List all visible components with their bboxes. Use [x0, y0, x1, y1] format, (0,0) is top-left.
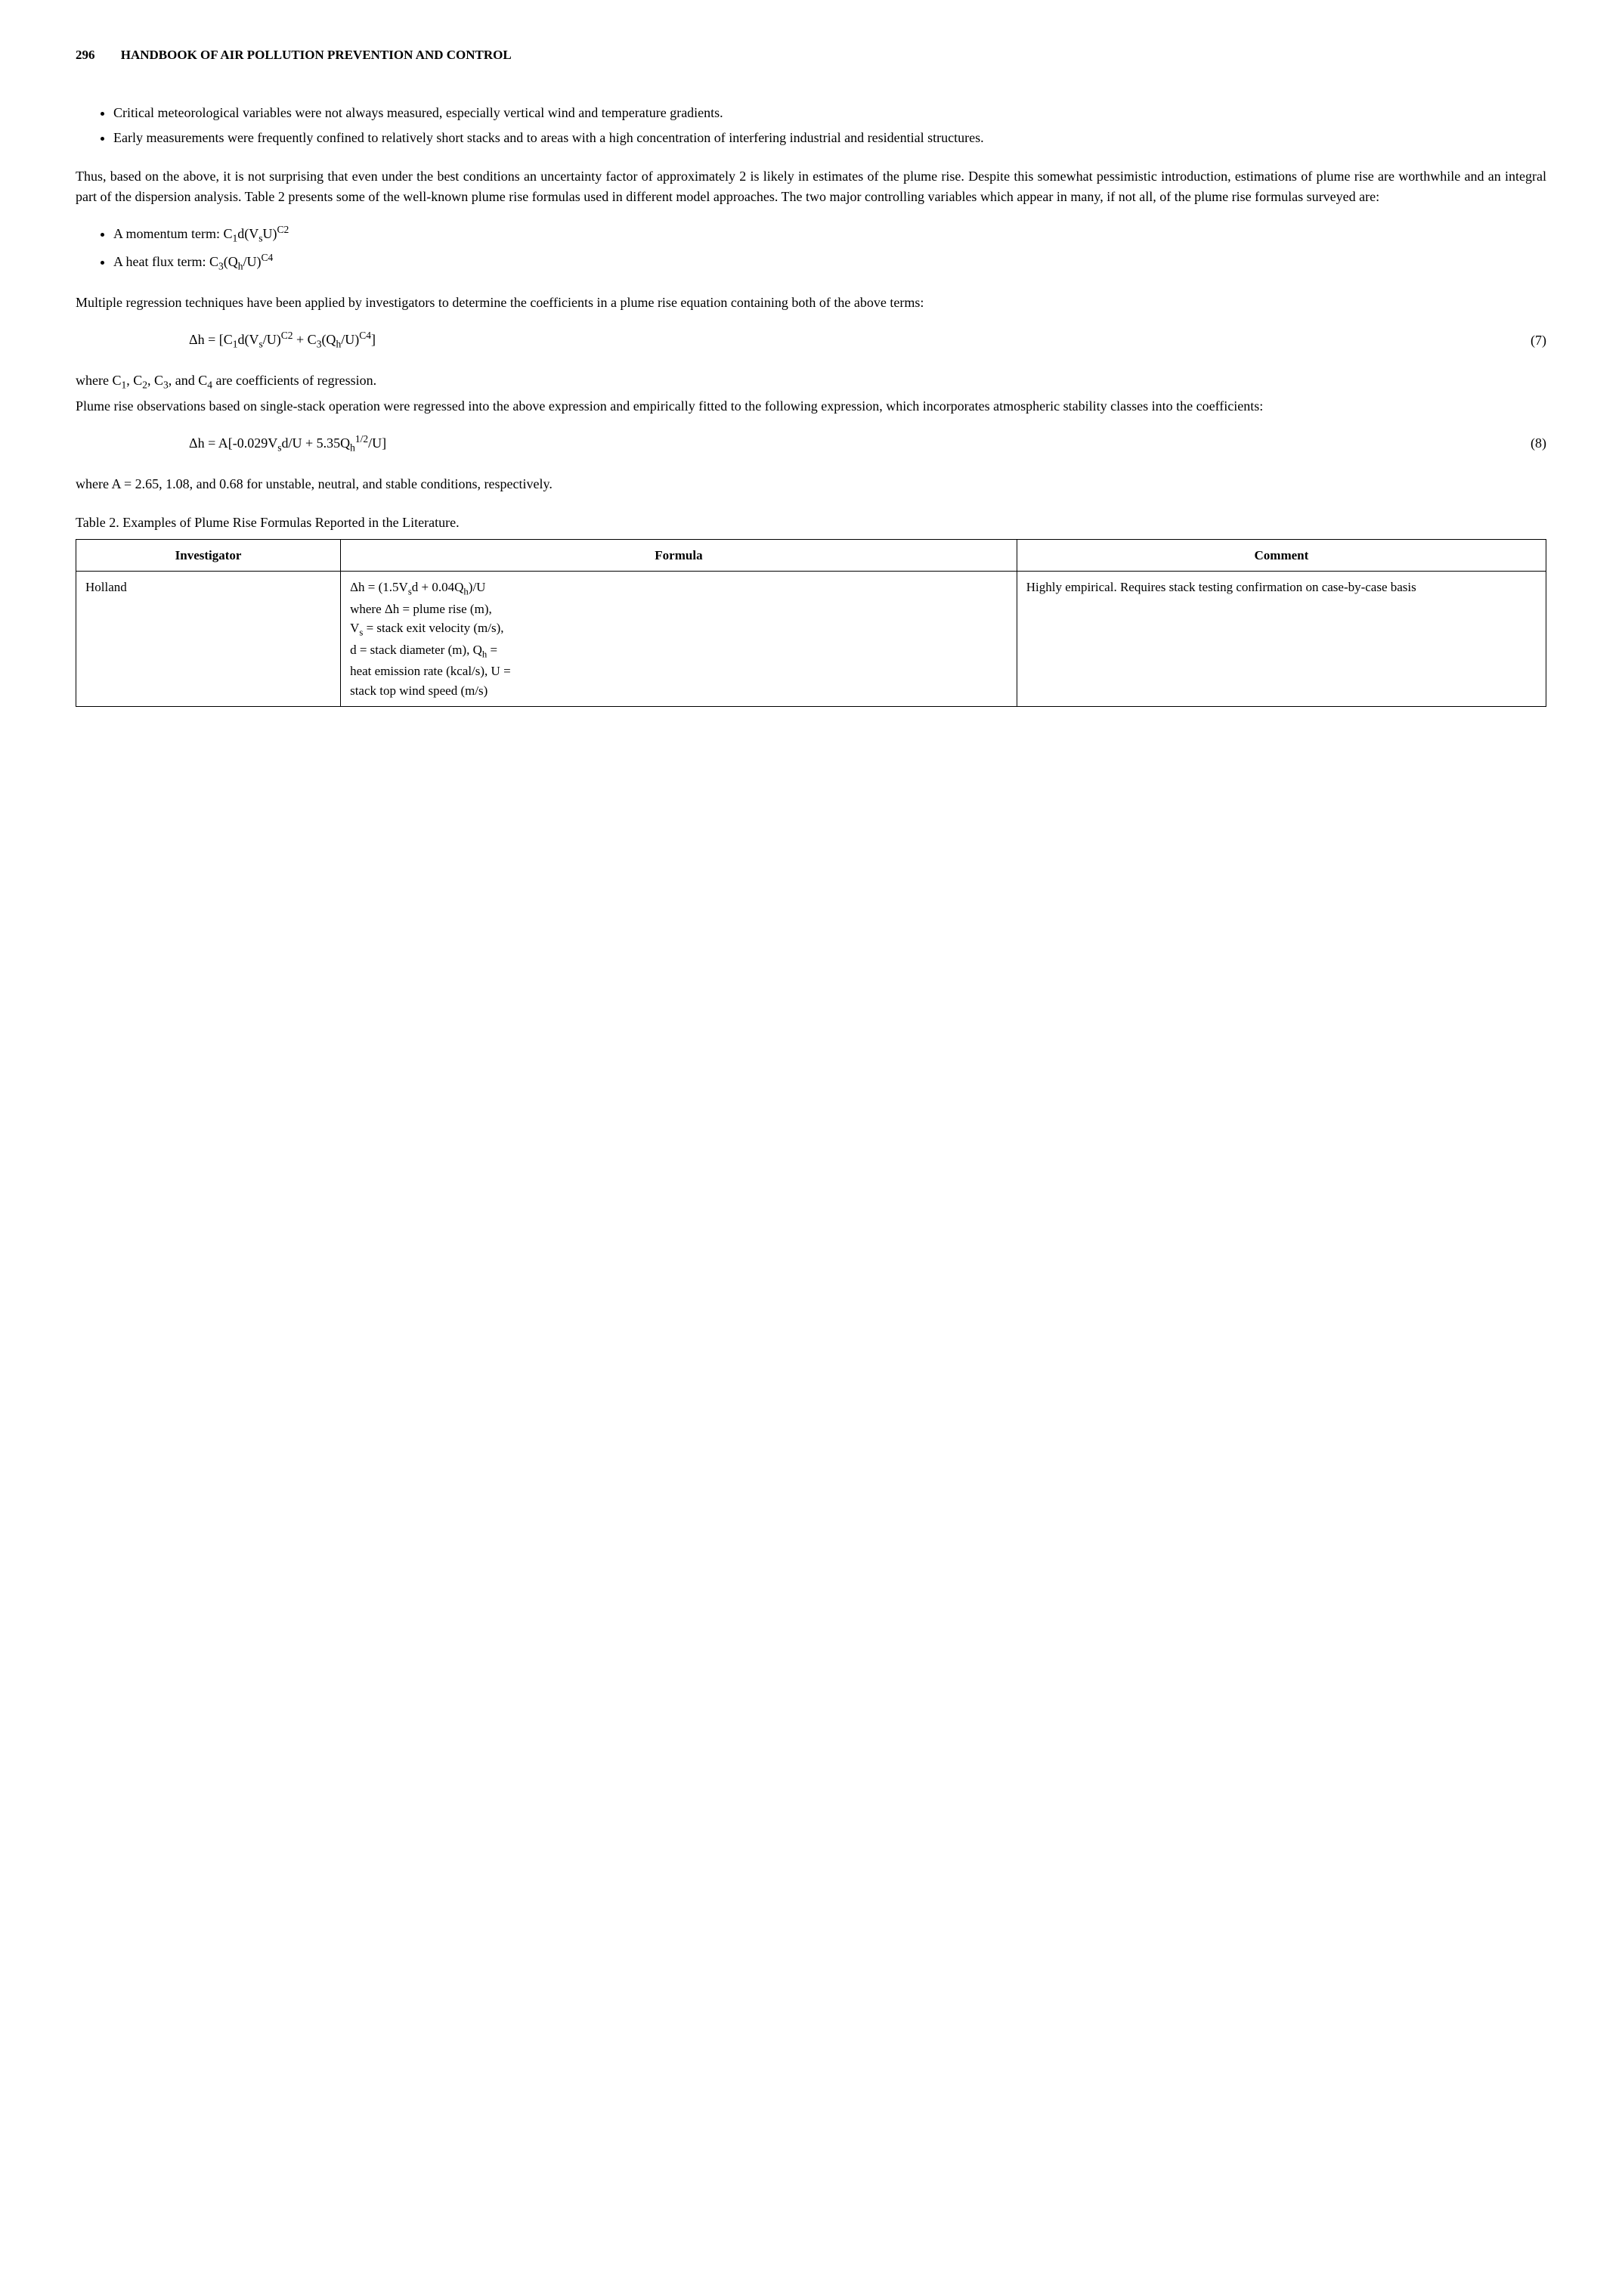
bullet-list-2: A momentum term: C1d(VsU)C2 A heat flux …	[76, 222, 1546, 275]
col-header-comment: Comment	[1017, 539, 1546, 572]
page-number: 296	[76, 48, 95, 62]
col-header-formula: Formula	[341, 539, 1017, 572]
table-row: Holland Δh = (1.5Vsd + 0.04Qh)/U where Δ…	[76, 572, 1546, 707]
header-title: HANDBOOK OF AIR POLLUTION PREVENTION AND…	[121, 48, 512, 62]
page-header: 296 HANDBOOK OF AIR POLLUTION PREVENTION…	[76, 45, 1546, 65]
bullet-item-momentum: A momentum term: C1d(VsU)C2	[113, 222, 1546, 246]
cell-formula: Δh = (1.5Vsd + 0.04Qh)/U where Δh = plum…	[341, 572, 1017, 707]
cell-comment: Highly empirical. Requires stack testing…	[1017, 572, 1546, 707]
equation-8-number: (8)	[1501, 433, 1546, 454]
bullet-list-1: Critical meteorological variables were n…	[76, 103, 1546, 148]
plume-rise-table: Investigator Formula Comment Holland Δh …	[76, 539, 1546, 708]
equation-7-number: (7)	[1501, 330, 1546, 351]
table-caption: Table 2. Examples of Plume Rise Formulas…	[76, 513, 1546, 533]
paragraph-2: Multiple regression techniques have been…	[76, 293, 1546, 313]
bullet-item-heatflux: A heat flux term: C3(Qh/U)C4	[113, 250, 1546, 274]
paragraph-1: Thus, based on the above, it is not surp…	[76, 166, 1546, 207]
equation-7-body: Δh = [C1d(Vs/U)C2 + C3(Qh/U)C4]	[189, 328, 1501, 352]
bullet-item: Early measurements were frequently confi…	[113, 128, 1546, 148]
equation-8: Δh = A[-0.029Vsd/U + 5.35Qh1/2/U] (8)	[76, 432, 1546, 456]
paragraph-3: where C1, C2, C3, and C4 are coefficient…	[76, 370, 1546, 393]
col-header-investigator: Investigator	[76, 539, 341, 572]
table-header-row: Investigator Formula Comment	[76, 539, 1546, 572]
paragraph-5: where A = 2.65, 1.08, and 0.68 for unsta…	[76, 474, 1546, 494]
paragraph-4: Plume rise observations based on single-…	[76, 396, 1546, 417]
equation-8-body: Δh = A[-0.029Vsd/U + 5.35Qh1/2/U]	[189, 432, 1501, 456]
bullet-item: Critical meteorological variables were n…	[113, 103, 1546, 123]
equation-7: Δh = [C1d(Vs/U)C2 + C3(Qh/U)C4] (7)	[76, 328, 1546, 352]
cell-investigator: Holland	[76, 572, 341, 707]
